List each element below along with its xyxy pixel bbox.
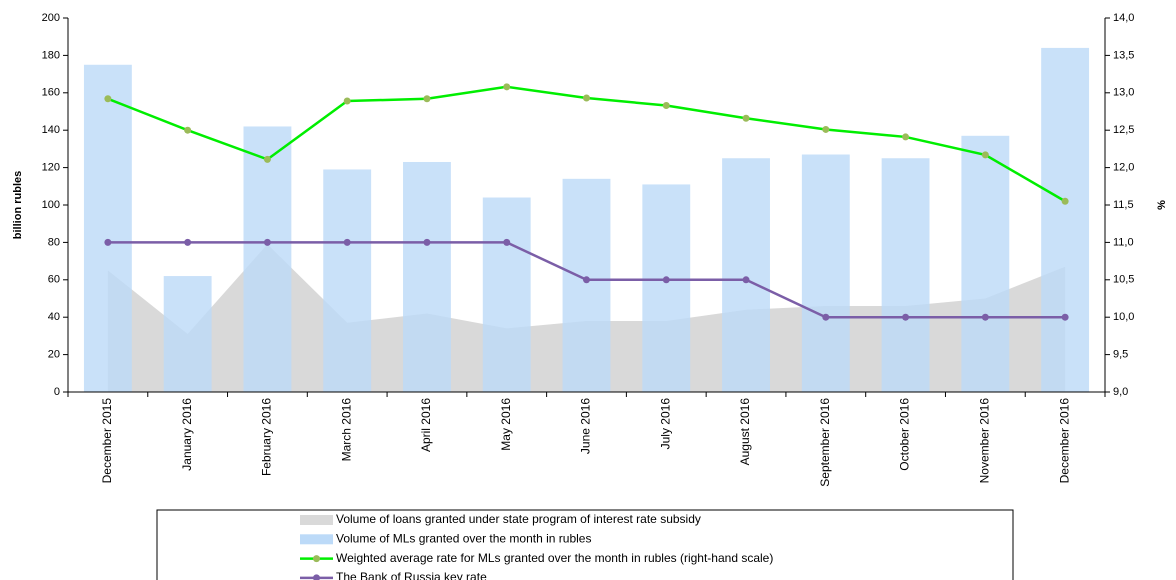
x-tick-label: May 2016 [499, 398, 513, 451]
y2-tick-label: 10,5 [1113, 274, 1134, 286]
legend-label: The Bank of Russia key rate [336, 570, 487, 580]
marker [742, 276, 750, 284]
y-tick-label: 140 [42, 124, 60, 136]
marker [902, 133, 910, 141]
marker [822, 313, 830, 321]
y-tick-label: 60 [48, 274, 60, 286]
y2-tick-label: 10,0 [1113, 311, 1134, 323]
marker [662, 276, 670, 284]
bar [562, 178, 611, 392]
marker [423, 95, 431, 103]
marker [742, 114, 750, 122]
x-tick-label: December 2016 [1057, 398, 1071, 484]
x-tick-label: January 2016 [180, 398, 194, 471]
x-tick-label: September 2016 [818, 398, 832, 487]
x-tick-label: February 2016 [260, 398, 274, 476]
x-tick-label: April 2016 [419, 398, 433, 452]
y-tick-label: 100 [42, 199, 60, 211]
marker [902, 313, 910, 321]
y-axis-title: billion rubles [12, 171, 24, 239]
x-tick-label: December 2015 [100, 398, 114, 484]
y-tick-label: 180 [42, 49, 60, 61]
bar [163, 276, 212, 392]
marker [184, 238, 192, 246]
legend-swatch [313, 574, 320, 580]
marker [1061, 197, 1069, 205]
y2-tick-label: 13,5 [1113, 49, 1134, 61]
marker [583, 94, 590, 102]
marker [343, 97, 351, 105]
bar [83, 64, 132, 392]
y-tick-label: 40 [48, 311, 60, 323]
y-tick-label: 20 [48, 349, 60, 361]
x-tick-label: March 2016 [339, 398, 353, 462]
bar [642, 184, 691, 392]
marker [104, 238, 112, 246]
bar [403, 161, 451, 392]
marker [343, 238, 351, 246]
marker [184, 126, 192, 134]
y2-tick-label: 9,0 [1113, 386, 1128, 398]
marker [981, 313, 989, 321]
y-tick-label: 120 [42, 162, 60, 174]
legend-label: Volume of loans granted under state prog… [336, 512, 701, 526]
marker [104, 95, 112, 103]
marker [662, 102, 670, 110]
y-tick-label: 200 [42, 12, 60, 24]
marker [503, 83, 511, 91]
y2-tick-label: 13,0 [1113, 87, 1134, 99]
y2-tick-label: 11,5 [1113, 199, 1134, 211]
marker [1061, 313, 1069, 321]
y2-tick-label: 14,0 [1113, 12, 1134, 24]
legend-swatch [313, 555, 320, 563]
legend-swatch [300, 515, 333, 525]
marker [583, 276, 590, 284]
bar [482, 197, 531, 392]
marker [423, 238, 431, 246]
bar [1041, 47, 1090, 393]
marker [822, 125, 830, 133]
legend-label: Volume of MLs granted over the month in … [336, 531, 591, 545]
bar [722, 158, 770, 392]
marker [263, 238, 271, 246]
y2-tick-label: 9,5 [1113, 349, 1128, 361]
x-tick-label: August 2016 [738, 398, 752, 466]
legend-box [156, 509, 1014, 580]
marker [263, 155, 271, 163]
x-tick-label: October 2016 [898, 398, 912, 471]
y-tick-label: 160 [42, 87, 60, 99]
bar [323, 169, 372, 392]
x-tick-label: June 2016 [579, 398, 593, 454]
bar [961, 135, 1010, 392]
x-tick-label: November 2016 [978, 398, 992, 484]
bar [801, 154, 850, 392]
y2-tick-label: 11,0 [1113, 236, 1134, 248]
y2-tick-label: 12,5 [1113, 124, 1134, 136]
marker [981, 151, 989, 159]
legend-swatch [300, 534, 333, 545]
bar [243, 126, 292, 393]
y-tick-label: 80 [48, 236, 60, 248]
legend-label: Weighted average rate for MLs granted ov… [336, 551, 773, 565]
bar [881, 158, 930, 392]
y2-axis-title: % [1156, 200, 1168, 210]
y-tick-label: 0 [54, 386, 60, 398]
marker [503, 238, 511, 246]
x-tick-label: July 2016 [658, 398, 672, 450]
y2-tick-label: 12,0 [1113, 162, 1134, 174]
